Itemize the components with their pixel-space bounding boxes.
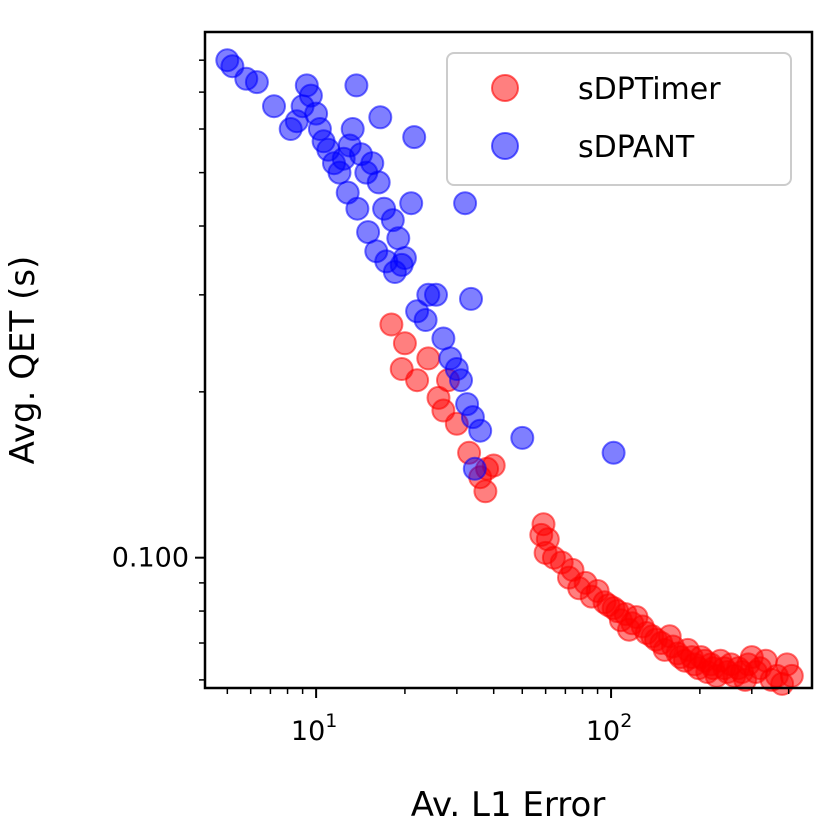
point-sdpant bbox=[344, 73, 369, 98]
point-sdpant bbox=[459, 286, 483, 311]
point-sdpant bbox=[413, 308, 438, 332]
point-sdpant bbox=[431, 326, 456, 351]
point-sdptimer bbox=[473, 479, 498, 504]
legend-marker-sdpant bbox=[491, 132, 519, 160]
point-sdpant bbox=[340, 117, 365, 141]
ticks-layer: 101 102 0.100 bbox=[112, 59, 790, 747]
point-sdpant bbox=[262, 94, 286, 119]
points-layer bbox=[215, 48, 804, 696]
point-sdpant bbox=[453, 191, 478, 216]
y-axis-title: Avg. QET (s) bbox=[3, 256, 43, 465]
legend: sDPTimer sDPANT bbox=[446, 52, 792, 186]
point-sdptimer bbox=[405, 368, 430, 393]
point-sdpant bbox=[244, 70, 269, 95]
x-tick-label: 101 bbox=[291, 710, 337, 747]
point-sdpant bbox=[402, 125, 427, 150]
legend-label-sdpant: sDPANT bbox=[578, 130, 695, 165]
point-sdpant bbox=[424, 282, 448, 307]
point-sdpant bbox=[510, 425, 535, 450]
point-sdpant bbox=[368, 105, 393, 130]
plot-frame bbox=[203, 30, 814, 690]
point-sdpant bbox=[601, 440, 626, 465]
point-sdpant bbox=[399, 191, 424, 216]
x-tick-label: 102 bbox=[586, 710, 632, 747]
point-sdpant bbox=[389, 252, 414, 277]
point-sdptimer bbox=[779, 663, 804, 688]
point-sdpant bbox=[345, 196, 370, 221]
legend-label-sdptimer: sDPTimer bbox=[578, 72, 721, 107]
y-tick-label: 0.100 bbox=[112, 543, 189, 574]
point-sdpant bbox=[386, 226, 411, 251]
x-axis-title: Av. L1 Error bbox=[411, 785, 606, 825]
legend-marker-sdptimer bbox=[491, 74, 519, 102]
point-sdptimer bbox=[379, 312, 404, 337]
point-sdpant bbox=[366, 170, 391, 195]
point-sdpant bbox=[468, 418, 493, 443]
point-sdptimer bbox=[416, 346, 441, 371]
legend-box bbox=[446, 52, 792, 186]
point-sdpant bbox=[462, 456, 487, 481]
point-sdptimer bbox=[392, 331, 417, 356]
point-sdpant bbox=[449, 368, 473, 393]
